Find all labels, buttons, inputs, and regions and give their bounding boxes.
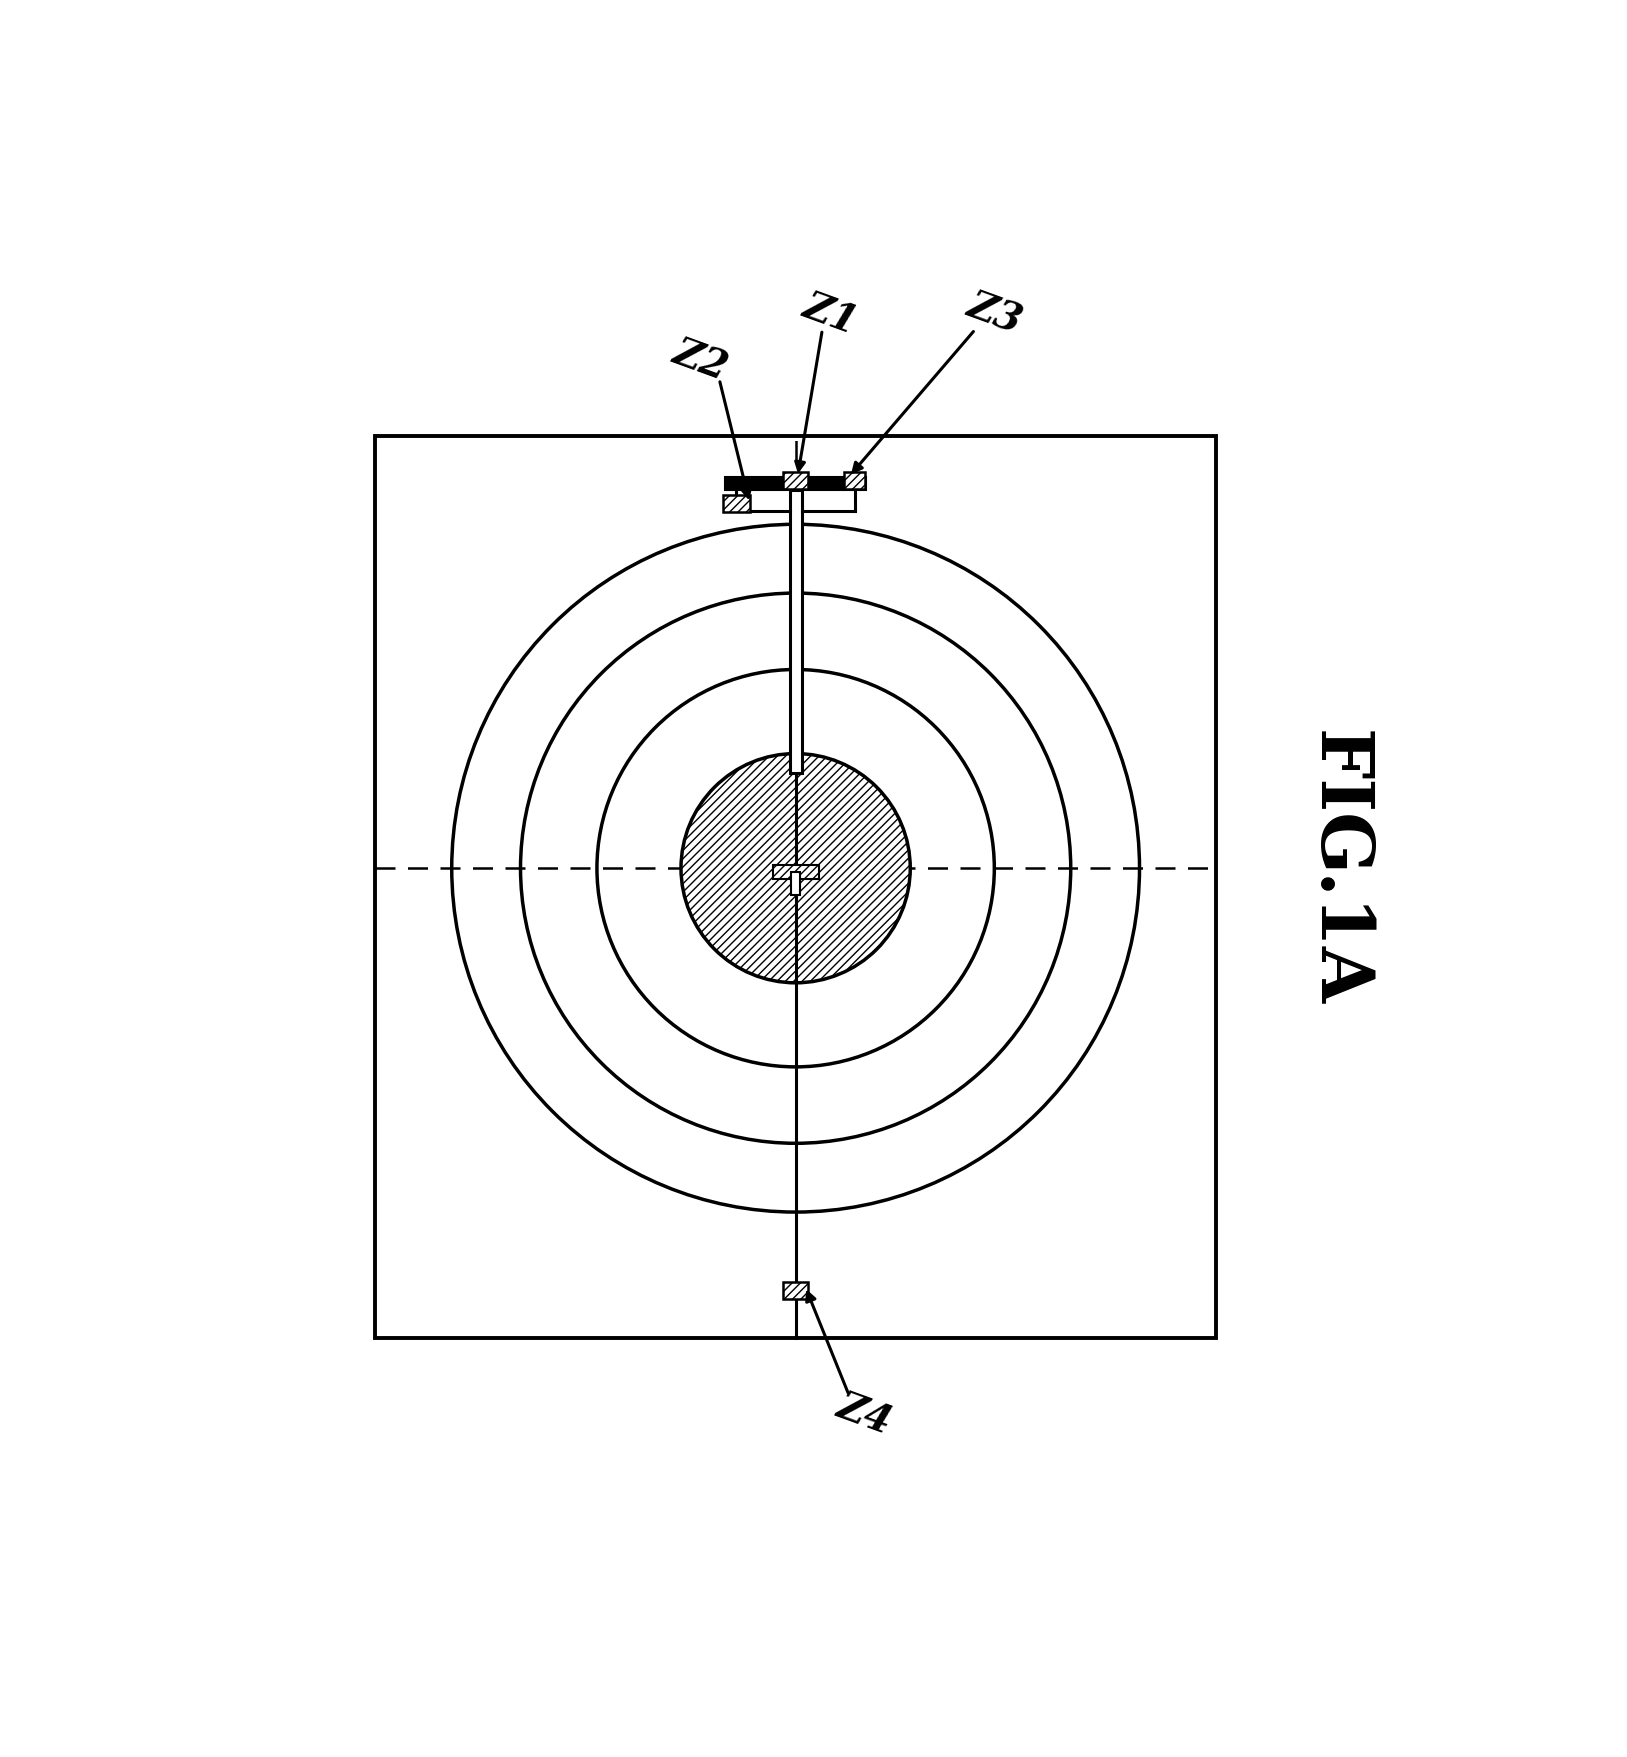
Text: Z3: Z3 <box>962 286 1027 341</box>
Text: Z1: Z1 <box>797 286 862 341</box>
Polygon shape <box>726 476 866 490</box>
Polygon shape <box>783 471 809 488</box>
Text: FIG.1A: FIG.1A <box>1303 731 1373 1007</box>
Polygon shape <box>722 495 750 511</box>
Polygon shape <box>789 490 802 773</box>
Polygon shape <box>844 471 866 488</box>
Polygon shape <box>783 1283 809 1298</box>
Polygon shape <box>773 864 818 878</box>
Text: Z2: Z2 <box>667 332 732 387</box>
Text: Z4: Z4 <box>831 1388 896 1442</box>
Circle shape <box>682 754 909 982</box>
Polygon shape <box>791 871 800 894</box>
